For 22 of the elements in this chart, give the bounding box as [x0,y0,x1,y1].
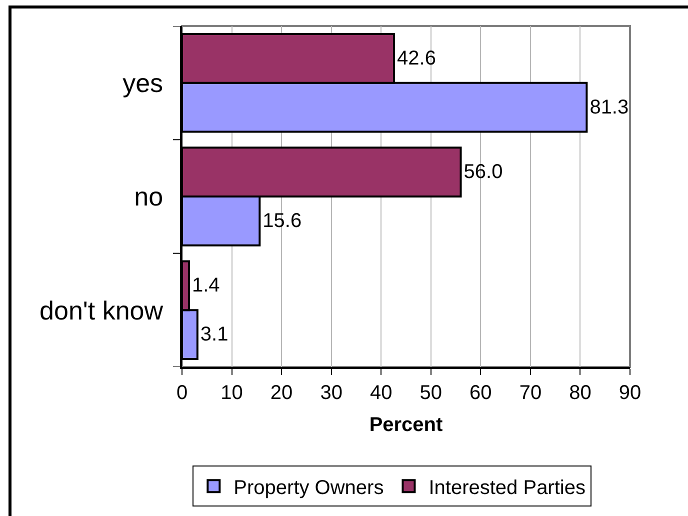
y-tick-label: no [134,182,164,212]
x-tick-label: 50 [420,382,442,404]
y-tick-label: yes [122,68,164,98]
x-tick-label: 40 [370,382,392,404]
x-tick-label: 10 [220,382,243,404]
data-label: 1.4 [192,274,220,297]
x-tick-label: 70 [519,382,542,404]
x-tick-label: 60 [470,382,492,404]
x-tick-label: 30 [320,382,342,404]
data-label: 3.1 [200,324,228,346]
x-tick-label: 20 [270,382,293,404]
legend-label: Property Owners [234,476,384,499]
data-label: 81.3 [590,96,629,118]
legend-label: Interested Parties [428,476,586,499]
x-tick-label: 80 [569,382,592,404]
data-label: 15.6 [262,210,302,232]
y-tick-label: don't know [40,295,164,326]
x-tick-label: 0 [176,382,188,404]
data-label: 56.0 [464,161,503,184]
x-tick-label: 90 [618,382,642,404]
x-axis-title: Percent [369,414,444,436]
data-label: 42.6 [397,47,436,70]
